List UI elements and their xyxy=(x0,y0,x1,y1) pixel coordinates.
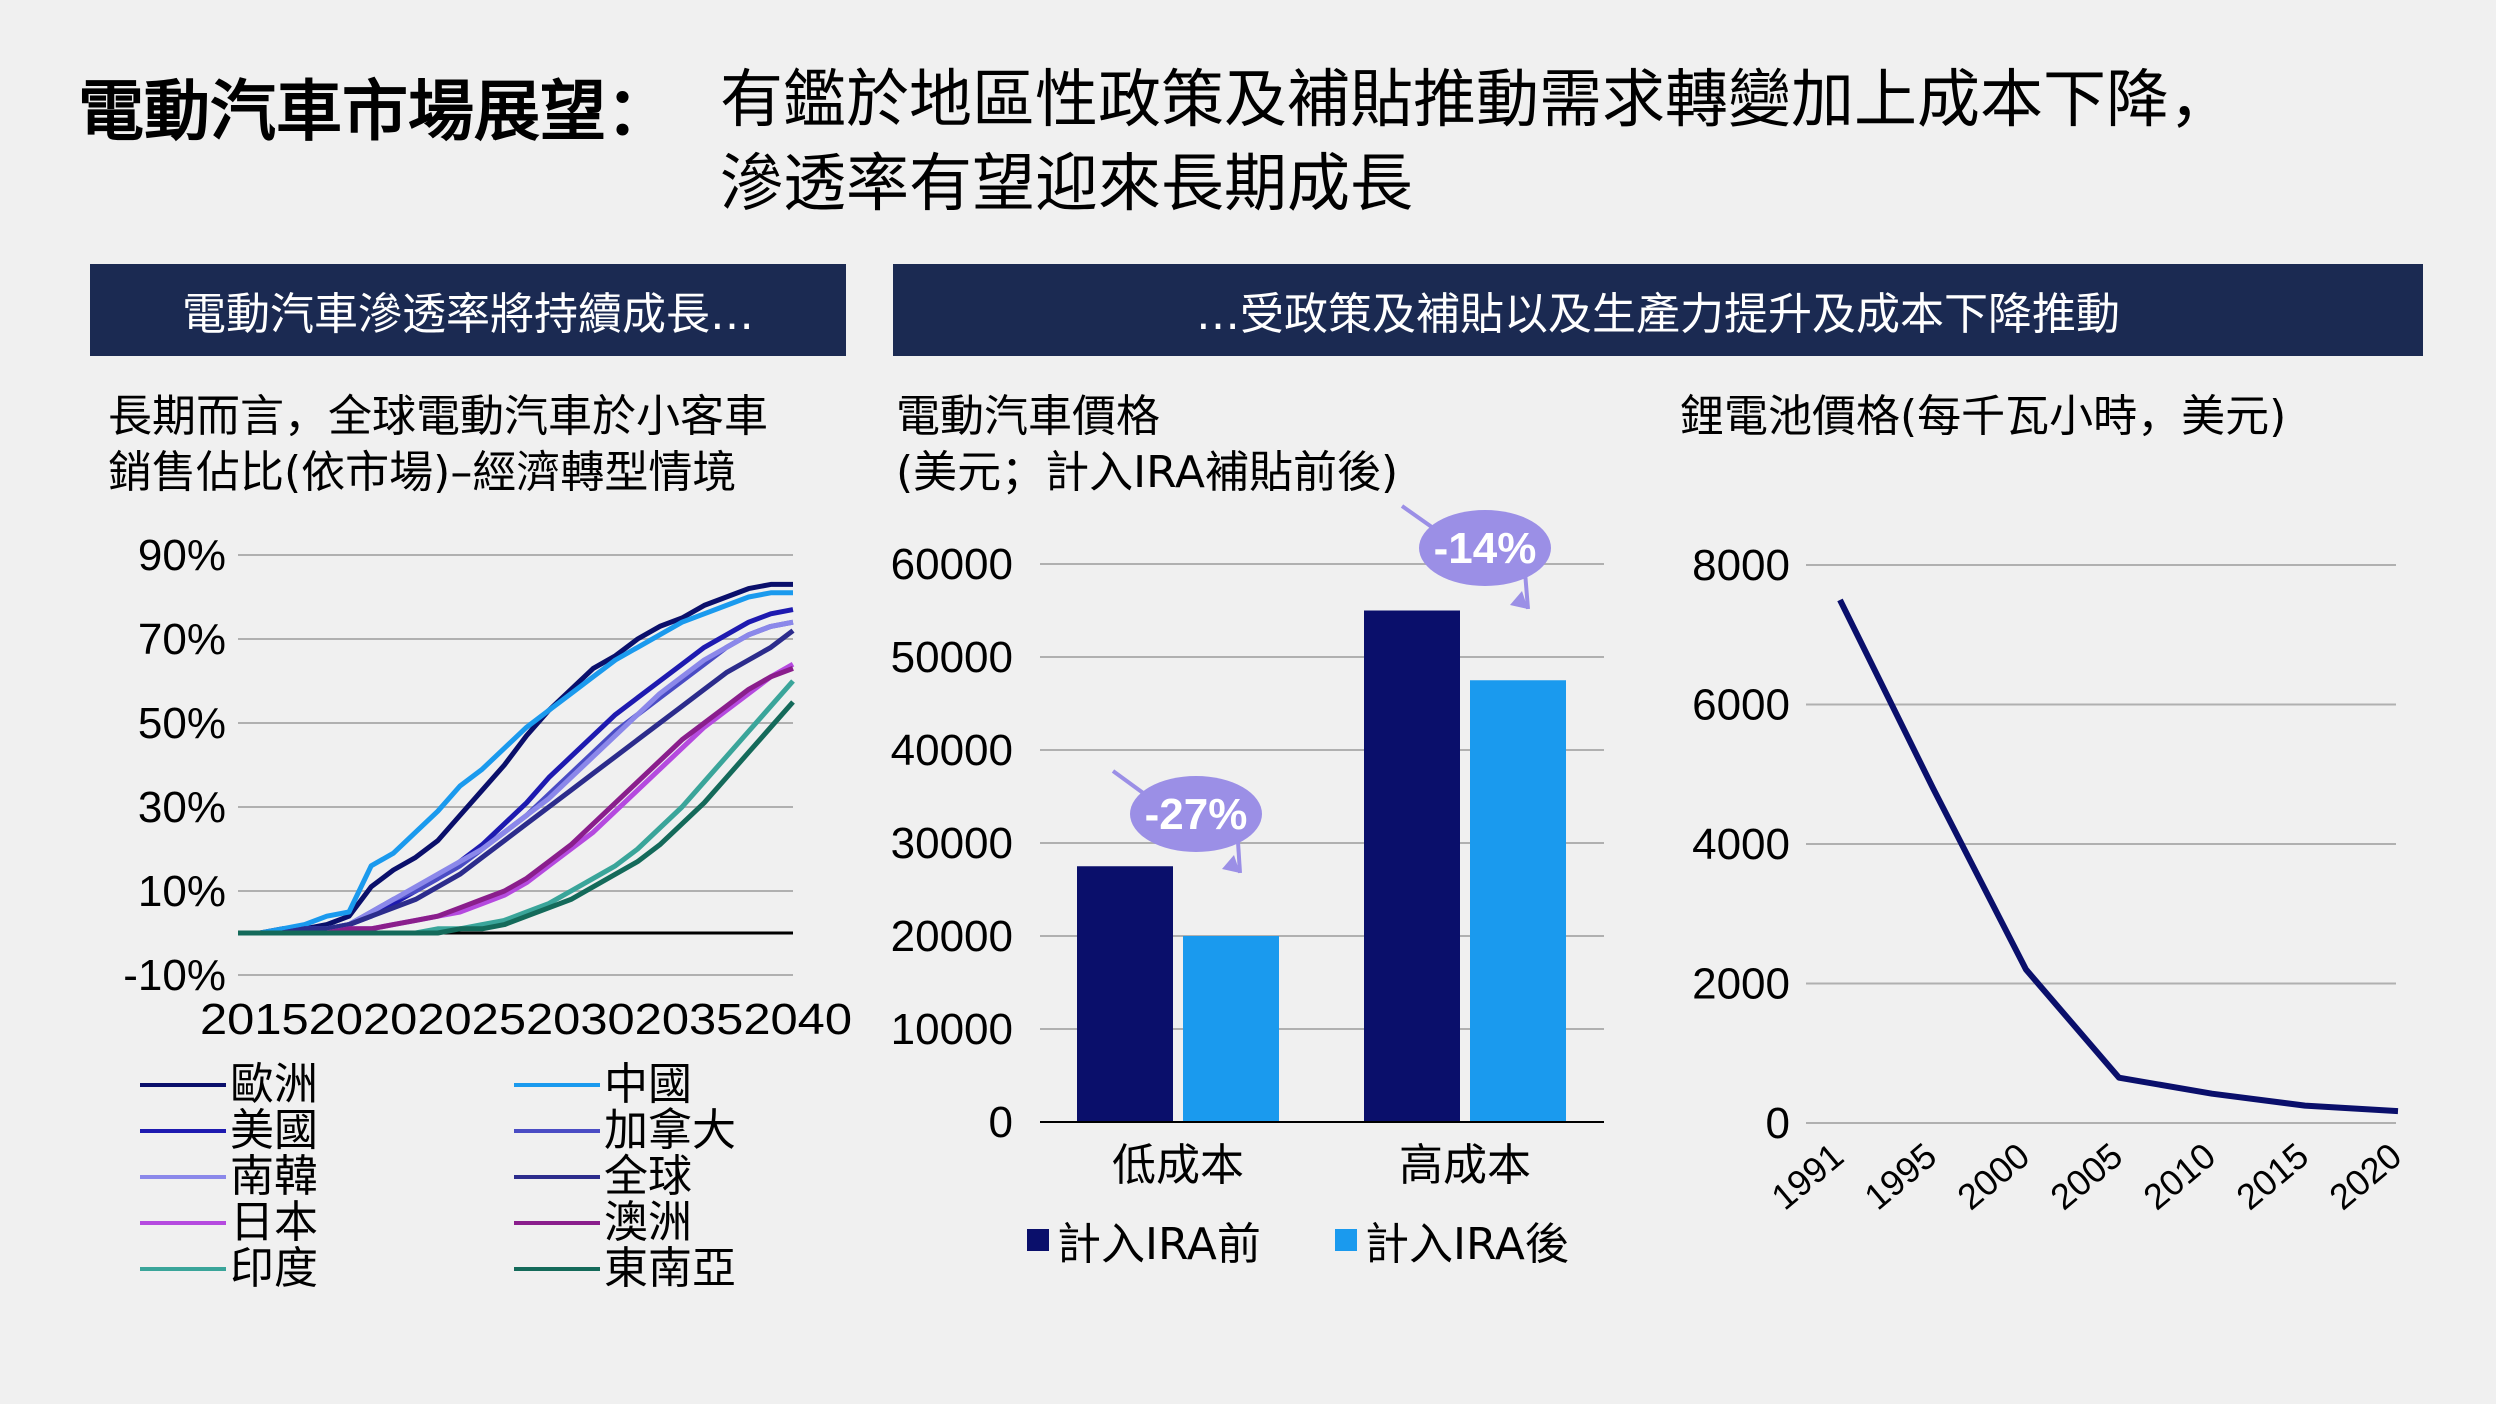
legend-label: 日本 xyxy=(230,1197,318,1248)
chart3-x-tick: 2015 xyxy=(2228,1135,2316,1218)
chart3-title: 鋰電池價格(每千瓦小時，美元) xyxy=(1680,391,2287,442)
chart2-y-tick: 20000 xyxy=(891,912,1013,961)
chart2-annotation-arrow xyxy=(1236,841,1242,874)
chart2-y-tick: 10000 xyxy=(891,1005,1013,1054)
chart1-legend-item: 澳洲 xyxy=(514,1200,692,1246)
chart1-title-line1: 長期而言，全球電動汽車於小客車 xyxy=(108,391,768,442)
legend-swatch-navy xyxy=(1027,1229,1049,1251)
legend-swatch xyxy=(514,1267,600,1271)
legend-swatch xyxy=(514,1221,600,1225)
chart1-legend-item: 日本 xyxy=(140,1200,318,1246)
chart2-title-line1: 電動汽車價格 xyxy=(896,391,1160,442)
legend-label: 澳洲 xyxy=(604,1197,692,1248)
legend-label: 加拿大 xyxy=(604,1105,736,1156)
chart1-legend-item: 全球 xyxy=(514,1154,692,1200)
chart3-x-tick: 1995 xyxy=(1856,1135,1944,1218)
chart1-title: 長期而言，全球電動汽車於小客車 銷售佔比(依市場)–經濟轉型情境 xyxy=(108,389,768,501)
chart1-x-ticks: 201520202025203020352040 xyxy=(200,995,852,1044)
chart1-legend-item: 印度 xyxy=(140,1246,318,1292)
legend-swatch xyxy=(140,1221,226,1225)
chart1-y-tick: 70% xyxy=(138,615,226,664)
legend-label: 歐洲 xyxy=(230,1059,318,1110)
chart3-x-tick: 2010 xyxy=(2135,1135,2223,1218)
chart2-title: 電動汽車價格 (美元；計入IRA補貼前後) xyxy=(896,389,1398,501)
chart1-legend-item: 南韓 xyxy=(140,1154,318,1200)
chart1-legend-item: 中國 xyxy=(514,1062,692,1108)
legend-label: 南韓 xyxy=(230,1151,318,1202)
chart3-series-line xyxy=(1837,598,2399,1115)
chart1-y-tick: 90% xyxy=(138,531,226,580)
chart3-y-tick: 0 xyxy=(1766,1099,1790,1148)
chart1-series-line xyxy=(238,628,795,936)
chart2-x-label: 高成本 xyxy=(1399,1141,1531,1190)
legend-label: 全球 xyxy=(604,1151,692,1202)
legend-swatch xyxy=(514,1129,600,1133)
legend-swatch xyxy=(514,1083,600,1087)
chart2-bar xyxy=(1364,610,1460,1122)
chart1-series-line xyxy=(238,700,795,936)
section-banner-left: 電動汽車滲透率將持續成長… xyxy=(90,264,846,356)
legend-swatch xyxy=(140,1267,226,1271)
chart1-y-tick: 50% xyxy=(138,699,226,748)
page-title-line2: 滲透率有望迎來長期成長 xyxy=(720,147,1413,220)
page-title-line1: 有鑑於地區性政策及補貼推動需求轉變加上成本下降， xyxy=(720,63,2232,136)
legend-swatch xyxy=(140,1083,226,1087)
chart2-y-tick: 60000 xyxy=(891,540,1013,589)
legend-swatch xyxy=(140,1129,226,1133)
legend-label: 美國 xyxy=(230,1105,318,1156)
chart1-y-tick: 30% xyxy=(138,783,226,832)
chart3-x-tick: 2005 xyxy=(2042,1135,2130,1218)
legend-label-before-ira: 計入IRA前 xyxy=(1057,1219,1261,1270)
chart1-series-line xyxy=(238,590,793,936)
chart2-annotation-arrow xyxy=(1523,571,1530,610)
chart2-x-label: 低成本 xyxy=(1112,1141,1244,1190)
chart1-legend-item: 美國 xyxy=(140,1108,318,1154)
chart2-y-tick: 0 xyxy=(989,1098,1013,1147)
chart2-annotation-label: -14% xyxy=(1434,524,1537,573)
legend-label: 東南亞 xyxy=(604,1243,736,1294)
section-banner-right: …受政策及補貼以及生產力提升及成本下降推動 xyxy=(893,264,2423,356)
legend-swatch-blue xyxy=(1335,1229,1357,1251)
chart2-y-tick: 50000 xyxy=(891,633,1013,682)
chart1-series-line xyxy=(238,666,794,936)
chart3-x-tick: 2000 xyxy=(1949,1135,2037,1218)
chart2-arrowhead xyxy=(1222,855,1240,873)
legend-swatch xyxy=(140,1175,226,1179)
page-title-bold: 電動汽車市場展望： xyxy=(78,73,672,150)
chart3-y-tick: 2000 xyxy=(1692,960,1790,1009)
chart1-legend-item: 歐洲 xyxy=(140,1062,318,1108)
chart1-y-tick: 10% xyxy=(138,867,226,916)
chart2-annotation-label: -27% xyxy=(1145,790,1248,839)
legend-before-ira: 計入IRA前 xyxy=(1027,1208,1261,1272)
chart2-y-tick: 30000 xyxy=(891,819,1013,868)
chart3-y-tick: 4000 xyxy=(1692,820,1790,869)
chart2-bar xyxy=(1183,936,1279,1122)
chart2-annotation-arrow xyxy=(1400,504,1438,532)
legend-swatch xyxy=(514,1175,600,1179)
legend-after-ira: 計入IRA後 xyxy=(1335,1208,1569,1272)
chart1-legend-item: 加拿大 xyxy=(514,1108,736,1154)
chart1-legend-item: 東南亞 xyxy=(514,1246,736,1292)
chart2-arrowhead xyxy=(1510,591,1528,609)
chart2-bar xyxy=(1470,680,1566,1122)
chart3-y-tick: 8000 xyxy=(1692,541,1790,590)
chart2-annotation-bubble xyxy=(1130,776,1262,852)
legend-label: 中國 xyxy=(604,1059,692,1110)
chart2-annotation-bubble xyxy=(1419,510,1551,586)
legend-label: 印度 xyxy=(230,1243,318,1294)
page-title-text: 有鑑於地區性政策及補貼推動需求轉變加上成本下降， 滲透率有望迎來長期成長 xyxy=(720,58,2232,226)
chart1-y-tick: -10% xyxy=(123,951,226,1000)
chart2-title-line2: (美元；計入IRA補貼前後) xyxy=(896,447,1399,498)
chart2-bar xyxy=(1077,866,1173,1122)
chart3-y-tick: 6000 xyxy=(1692,681,1790,730)
chart3-x-tick: 2020 xyxy=(2321,1135,2409,1218)
legend-label-after-ira: 計入IRA後 xyxy=(1365,1219,1569,1270)
chart1-title-line2: 銷售佔比(依市場)–經濟轉型情境 xyxy=(108,447,737,498)
chart2-y-tick: 40000 xyxy=(891,726,1013,775)
chart1-series-line xyxy=(238,581,793,936)
